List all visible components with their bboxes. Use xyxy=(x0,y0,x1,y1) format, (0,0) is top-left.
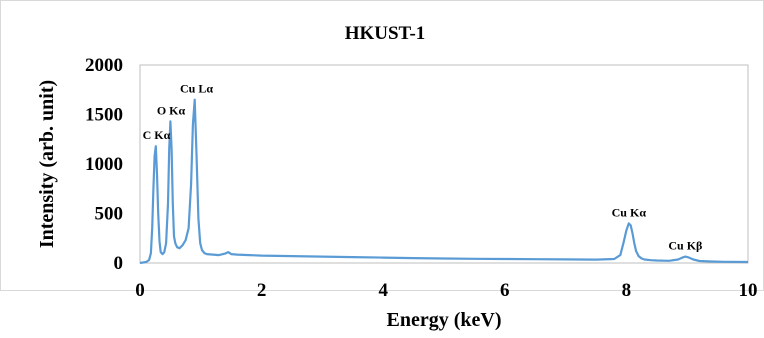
peak-annotation: C Kα xyxy=(143,128,171,142)
x-tick-label: 8 xyxy=(622,280,632,301)
spectrum-line xyxy=(139,98,749,265)
peak-annotations: C Kα O Kα Cu Lα Cu Kα Cu Kβ xyxy=(143,82,703,253)
chart-frame xyxy=(0,0,764,291)
y-tick-label: 0 xyxy=(114,253,124,274)
peak-annotation: O Kα xyxy=(157,103,186,117)
y-tick-label: 2000 xyxy=(85,55,123,76)
x-tick-label: 6 xyxy=(500,280,510,301)
x-tick-label: 4 xyxy=(378,280,388,301)
x-tick-labels: 0 2 4 6 8 10 xyxy=(135,280,757,301)
x-tick-label: 0 xyxy=(135,280,145,301)
x-tick-label: 2 xyxy=(257,280,267,301)
y-tick-label: 1500 xyxy=(85,105,123,126)
peak-annotation: Cu Lα xyxy=(180,82,213,96)
chart-title: HKUST-1 xyxy=(345,23,426,44)
peak-annotation: Cu Kα xyxy=(612,205,647,219)
peak-annotation: Cu Kβ xyxy=(668,239,702,253)
x-tick-label: 10 xyxy=(739,280,758,301)
plot-area xyxy=(139,64,749,264)
y-tick-label: 1000 xyxy=(85,154,123,175)
y-tick-label: 500 xyxy=(95,204,124,225)
x-axis-label: Energy (keV) xyxy=(387,309,502,331)
y-axis-label: Intensity (arb. unit) xyxy=(36,80,58,248)
y-tick-labels: 0 500 1000 1500 2000 xyxy=(85,55,123,274)
